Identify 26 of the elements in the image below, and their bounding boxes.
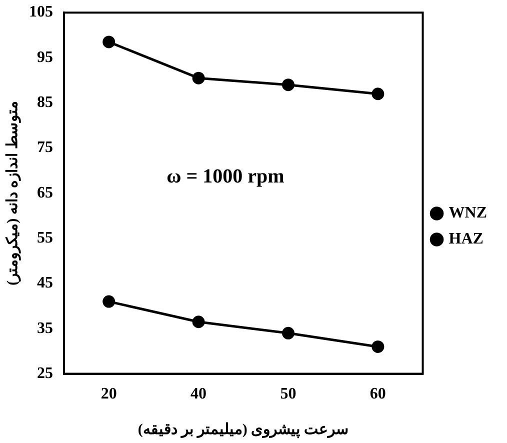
- point: [102, 36, 116, 48]
- y-tick-label: 45: [37, 274, 53, 292]
- y-tick-label: 105: [29, 4, 53, 21]
- y-axis-title: متوسط اندازه دانه (میکرومتر): [4, 101, 21, 286]
- point: [372, 88, 384, 100]
- point: [192, 316, 205, 328]
- y-tick-label: 85: [37, 94, 53, 112]
- point: [372, 340, 384, 353]
- legend-label: WNZ: [448, 204, 488, 222]
- x-tick-label: 50: [280, 386, 296, 403]
- y-tick-label: 95: [37, 48, 53, 66]
- y-tick-label: 65: [37, 184, 53, 202]
- point: [282, 78, 294, 92]
- annotation: ω = 1000 rpm: [166, 165, 285, 188]
- y-tick-label: 35: [37, 320, 53, 337]
- x-axis-title: سرعت پیشروی (میلیمتر بر دقیقه): [138, 422, 349, 439]
- point: [102, 295, 116, 308]
- x-tick-label: 40: [190, 386, 207, 403]
- point: [282, 326, 294, 340]
- x-tick-label: 60: [370, 386, 386, 403]
- x-tick-label: 20: [100, 386, 117, 403]
- point: [192, 72, 205, 84]
- y-tick-label: 75: [37, 139, 53, 156]
- y-tick-label: 25: [37, 364, 53, 382]
- legend-label: HAZ: [448, 230, 484, 248]
- y-tick-label: 55: [37, 229, 53, 246]
